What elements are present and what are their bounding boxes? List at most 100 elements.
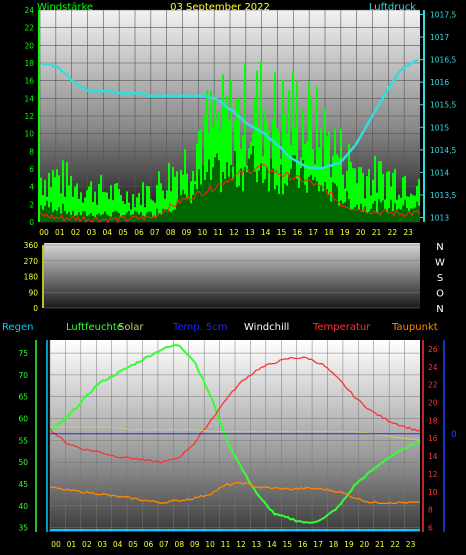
wind-speed-bar	[192, 194, 194, 222]
direction-tick-label: 90	[28, 288, 38, 297]
wind-speed-bar	[88, 214, 90, 222]
temperature-tick-label: 16	[428, 434, 438, 443]
wind-speed-bar	[62, 203, 64, 222]
hour-tick-label: 09	[182, 228, 192, 237]
wind-speed-bar	[368, 211, 370, 222]
wind-speed-bar	[412, 208, 414, 222]
temperatur-line	[49, 356, 421, 464]
wind-gust-bar	[366, 176, 368, 222]
compass-label: S	[437, 273, 443, 284]
wind-speed-bar	[342, 203, 344, 222]
wind-speed-bar	[200, 184, 202, 222]
temperature-tick-label: 22	[428, 381, 438, 390]
wind-gust-bar	[206, 90, 208, 222]
wind-gust-bar	[66, 162, 68, 222]
wind-speed-bar	[92, 216, 94, 222]
wind-gust-bar	[404, 175, 406, 222]
hour-tick-label: 01	[67, 540, 77, 549]
wind-speed-bar	[284, 183, 286, 222]
humidity-tick-label: 60	[18, 415, 28, 424]
wind-speed-bar	[64, 210, 66, 222]
wind-gust-bar	[166, 190, 168, 222]
wind-speed-bar	[122, 215, 124, 222]
wind-speed-bar	[138, 214, 140, 222]
hour-tick-label: 08	[166, 228, 176, 237]
wind-gust-bar	[64, 196, 66, 222]
wind-gust-bar	[316, 86, 318, 223]
wind-speed-bar	[168, 210, 170, 222]
wind-speed-bar	[348, 198, 350, 222]
wind-speed-bar	[80, 215, 82, 222]
wind-gust-bar	[376, 192, 378, 222]
wind-gust-bar	[264, 109, 266, 222]
wind-speed-bar	[402, 205, 404, 222]
temperature-tick-label: 14	[428, 452, 438, 461]
hour-tick-label: 09	[190, 540, 200, 549]
wind-speed-bar	[60, 213, 62, 222]
chart-date-title: 03 September 2022	[170, 2, 270, 13]
wind-speed-bar	[254, 171, 256, 222]
temperature-tick-label: 24	[428, 363, 438, 372]
wind-gust-bar	[230, 79, 232, 222]
hour-tick-label: 02	[71, 228, 81, 237]
wind-tick-label: 10	[24, 130, 34, 139]
wind-speed-bar	[158, 214, 160, 222]
wind-speed-bar	[266, 167, 268, 222]
hour-tick-label: 16	[293, 228, 303, 237]
wind-gust-bar	[222, 74, 224, 222]
wind-gust-bar	[398, 194, 400, 222]
wind-gust-bar	[124, 203, 126, 222]
hour-tick-label: 06	[144, 540, 154, 549]
wind-speed-bar	[228, 176, 230, 222]
solar-line	[50, 426, 421, 441]
wind-speed-bar	[44, 206, 46, 222]
wind-speed-bar	[246, 172, 248, 222]
wind-speed-bar	[352, 208, 354, 222]
hour-tick-label: 00	[39, 228, 49, 237]
wind-speed-bar	[376, 213, 378, 222]
temperature-tick-label: 6	[428, 524, 433, 533]
wind-speed-bar	[298, 187, 300, 222]
wind-tick-label: 18	[24, 59, 34, 68]
wind-gust-bar	[296, 80, 298, 222]
wind-gust-bar	[328, 131, 330, 222]
wind-speed-bar	[186, 198, 188, 222]
wind-gust-bar	[48, 173, 50, 222]
wind-speed-bar	[294, 155, 296, 222]
wind-gust-bar	[224, 106, 226, 222]
wind-gust-bar	[126, 191, 128, 222]
wind-speed-bar	[48, 207, 50, 222]
wind-speed-bar	[174, 209, 176, 222]
wind-speed-bar	[370, 208, 372, 222]
wind-gust-bar	[90, 181, 92, 222]
wind-gust-bar	[132, 194, 134, 222]
wind-speed-bar	[320, 185, 322, 222]
taupunkt-line	[49, 481, 421, 505]
wind-gust-bar	[68, 185, 70, 222]
wind-speed-bar	[218, 160, 220, 222]
wind-speed-bar	[172, 210, 174, 222]
pressure-tick-label: 1013,5	[430, 191, 456, 200]
humidity-tick-label: 65	[18, 393, 28, 402]
wind-gust-bar	[342, 174, 344, 222]
hour-tick-label: 19	[340, 228, 350, 237]
wind-speed-bar	[404, 199, 406, 222]
legend-temp-5cm: Temp. 5cm	[172, 322, 228, 333]
wind-gust-bar	[310, 96, 312, 222]
wind-gust-bar	[58, 175, 60, 222]
wind-speed-bar	[194, 184, 196, 222]
wind-tick-label: 6	[29, 165, 34, 174]
hour-tick-label: 21	[372, 228, 382, 237]
wind-gust-bar	[352, 168, 354, 222]
hour-tick-label: 14	[261, 228, 271, 237]
wind-speed-bar	[280, 164, 282, 222]
wind-gust-bar	[348, 143, 350, 222]
wind-gust-bar	[100, 174, 102, 222]
direction-tick-label: 270	[24, 257, 39, 266]
wind-speed-bar	[414, 207, 416, 222]
wind-speed-bar	[244, 167, 246, 222]
wind-speed-bar	[396, 209, 398, 222]
wind-gust-bar	[210, 90, 212, 223]
wind-gust-bar	[106, 192, 108, 222]
hour-tick-label: 21	[375, 540, 385, 549]
